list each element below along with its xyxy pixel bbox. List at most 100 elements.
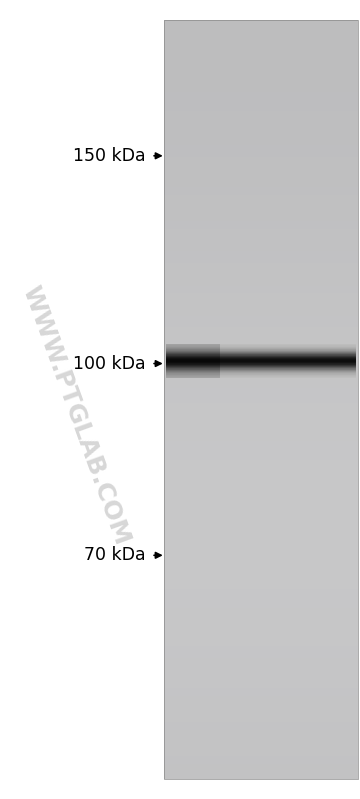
Bar: [164, 81, 358, 85]
Bar: [164, 206, 358, 210]
Bar: [164, 50, 358, 54]
Bar: [164, 487, 358, 491]
Bar: [164, 111, 358, 115]
Bar: [164, 369, 358, 373]
Bar: [164, 460, 358, 464]
Bar: [164, 354, 358, 358]
Bar: [164, 157, 358, 161]
Bar: [164, 271, 358, 274]
Bar: [164, 400, 358, 403]
Bar: [164, 578, 358, 582]
Bar: [164, 411, 358, 415]
Bar: [164, 756, 358, 760]
Bar: [164, 210, 358, 213]
Bar: [164, 301, 358, 304]
Bar: [164, 373, 358, 377]
Bar: [164, 620, 358, 623]
Bar: [164, 612, 358, 616]
Bar: [164, 237, 358, 240]
Bar: [164, 658, 358, 662]
Bar: [164, 320, 358, 324]
Bar: [164, 616, 358, 620]
Bar: [164, 737, 358, 741]
Bar: [164, 491, 358, 495]
Bar: [164, 590, 358, 593]
Bar: [164, 608, 358, 612]
Bar: [164, 331, 358, 335]
Bar: [164, 89, 358, 92]
Bar: [164, 760, 358, 764]
Bar: [164, 627, 358, 631]
Bar: [164, 278, 358, 282]
Bar: [164, 725, 358, 729]
Bar: [164, 688, 358, 692]
Bar: [164, 521, 358, 525]
Text: 150 kDa: 150 kDa: [73, 147, 146, 165]
Bar: [164, 714, 358, 718]
Bar: [164, 274, 358, 278]
Bar: [164, 259, 358, 263]
Bar: [164, 252, 358, 255]
Bar: [164, 149, 358, 153]
Bar: [164, 775, 358, 779]
Bar: [164, 703, 358, 707]
Bar: [164, 506, 358, 510]
Bar: [164, 574, 358, 578]
Bar: [164, 525, 358, 529]
Text: 100 kDa: 100 kDa: [73, 355, 146, 372]
Bar: [164, 441, 358, 445]
Bar: [164, 570, 358, 574]
Bar: [164, 289, 358, 293]
Bar: [164, 213, 358, 217]
Bar: [164, 430, 358, 434]
Bar: [164, 172, 358, 176]
Bar: [164, 483, 358, 487]
Bar: [164, 532, 358, 536]
Bar: [164, 415, 358, 419]
Bar: [164, 662, 358, 665]
Bar: [164, 631, 358, 634]
Bar: [164, 282, 358, 286]
Bar: [164, 361, 358, 365]
Bar: [164, 195, 358, 198]
Bar: [164, 297, 358, 301]
Bar: [164, 707, 358, 711]
Bar: [164, 221, 358, 225]
Bar: [164, 445, 358, 449]
Bar: [164, 593, 358, 597]
Bar: [164, 733, 358, 737]
Bar: [164, 350, 358, 354]
Bar: [164, 517, 358, 521]
Bar: [164, 471, 358, 475]
Bar: [164, 540, 358, 543]
Bar: [164, 27, 358, 31]
Bar: [164, 452, 358, 456]
Bar: [164, 718, 358, 722]
Bar: [164, 335, 358, 339]
Bar: [164, 240, 358, 244]
Bar: [164, 233, 358, 237]
Bar: [164, 244, 358, 248]
Bar: [164, 198, 358, 202]
Bar: [164, 191, 358, 195]
Bar: [164, 749, 358, 753]
Bar: [164, 256, 358, 259]
Bar: [164, 31, 358, 35]
Bar: [164, 695, 358, 699]
Bar: [164, 339, 358, 343]
Text: WWW.PTGLAB.COM: WWW.PTGLAB.COM: [17, 283, 134, 548]
Bar: [164, 304, 358, 308]
Bar: [164, 165, 358, 168]
Bar: [164, 586, 358, 590]
Bar: [164, 551, 358, 555]
Bar: [164, 745, 358, 749]
Bar: [164, 267, 358, 270]
Bar: [164, 673, 358, 677]
Bar: [164, 92, 358, 96]
Bar: [164, 202, 358, 206]
Bar: [164, 126, 358, 130]
Bar: [164, 377, 358, 380]
Bar: [164, 711, 358, 714]
Bar: [164, 426, 358, 430]
Bar: [164, 681, 358, 684]
